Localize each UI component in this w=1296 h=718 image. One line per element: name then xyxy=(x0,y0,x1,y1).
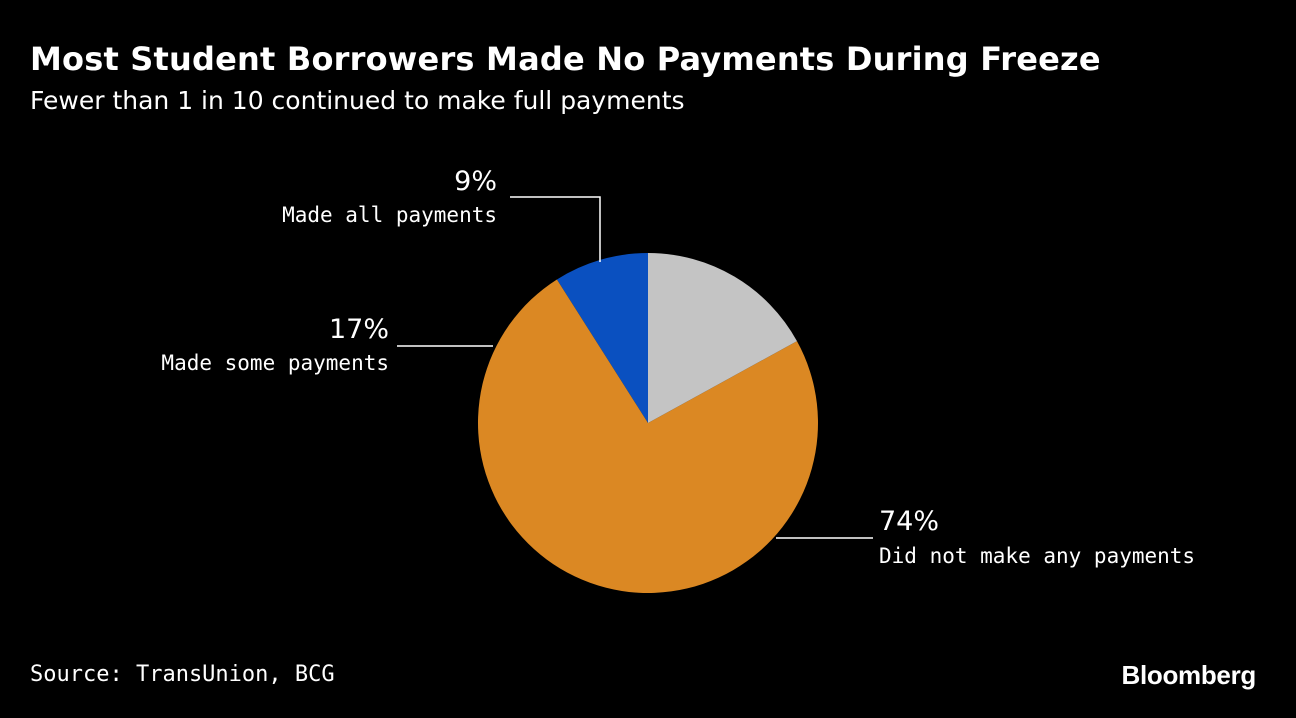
category-label-some: Made some payments xyxy=(161,351,389,375)
leader-line-all xyxy=(510,197,600,262)
bloomberg-logo: Bloomberg xyxy=(1121,660,1256,691)
value-label-some: 17% xyxy=(329,314,389,345)
category-label-all: Made all payments xyxy=(282,203,497,227)
value-label-none: 74% xyxy=(879,506,939,537)
value-label-all: 9% xyxy=(454,166,497,197)
pie-slices xyxy=(478,253,818,593)
source-note: Source: TransUnion, BCG xyxy=(30,662,335,687)
category-label-none: Did not make any payments xyxy=(879,544,1195,568)
